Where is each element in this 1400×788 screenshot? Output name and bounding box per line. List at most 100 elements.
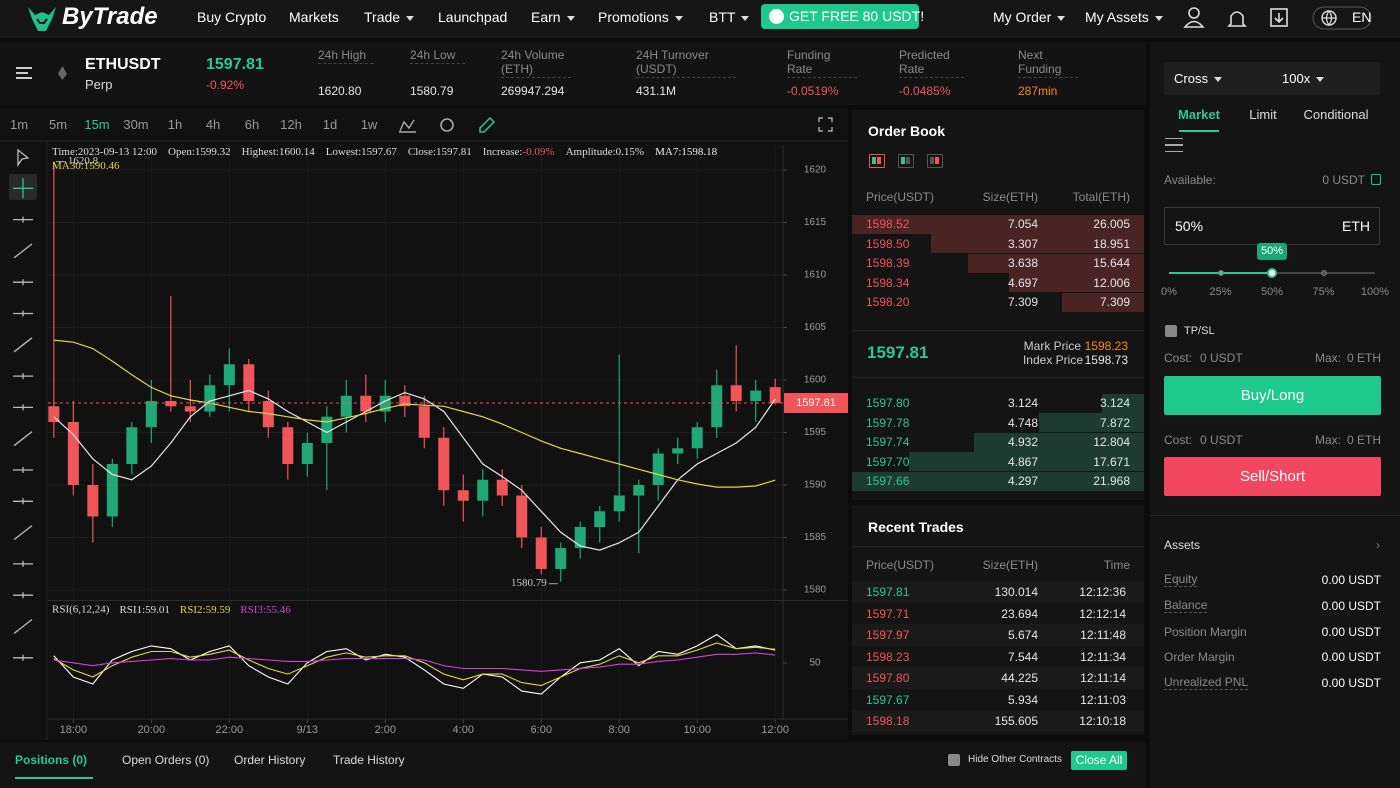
- nav-item[interactable]: Earn: [531, 8, 575, 26]
- high-label: 1620.8: [68, 155, 99, 167]
- wallet-icon[interactable]: [1371, 174, 1381, 185]
- nav-item[interactable]: My Assets: [1085, 8, 1163, 26]
- trade-price: 1597.81: [866, 585, 910, 599]
- trade-price: 1598.18: [866, 714, 910, 728]
- nav-item[interactable]: Promotions: [598, 8, 683, 26]
- max-value: 0 ETH: [1346, 351, 1381, 365]
- nav-item[interactable]: BTT: [709, 8, 750, 26]
- candle-body: [438, 437, 450, 491]
- book-price[interactable]: 1597.78: [866, 415, 910, 430]
- book-price[interactable]: 1597.70: [866, 454, 910, 469]
- book-price[interactable]: 1598.52: [866, 217, 910, 231]
- filter-icon[interactable]: [1165, 138, 1183, 152]
- margin-mode[interactable]: Cross: [1174, 71, 1222, 87]
- y-tick-label: 1605: [804, 322, 827, 333]
- language[interactable]: EN: [1352, 9, 1372, 25]
- menu-icon-mid: [16, 72, 28, 74]
- interval[interactable]: 1h: [167, 117, 183, 132]
- close-all-button[interactable]: Close All: [1071, 751, 1127, 770]
- legend-item: Time:2023-09-13 12:00: [52, 146, 158, 158]
- nav-item[interactable]: Launchpad: [438, 8, 507, 26]
- tool-glyph: [13, 654, 33, 661]
- depth-bar: [1039, 413, 1144, 432]
- book-total: 26.005: [1093, 217, 1130, 231]
- interval[interactable]: 5m: [48, 117, 68, 132]
- slider-mark: 100%: [1360, 286, 1390, 298]
- order-tab[interactable]: Market: [1178, 107, 1220, 122]
- interval[interactable]: 1w: [360, 117, 378, 132]
- col-header: Total(ETH): [1072, 190, 1130, 204]
- bottom-tab[interactable]: Trade History: [333, 753, 405, 767]
- asset-value: 0.00 USDT: [1321, 650, 1381, 665]
- mid-price: 1597.81: [867, 343, 929, 362]
- interval[interactable]: 15m: [84, 117, 110, 132]
- candle-body: [340, 395, 352, 417]
- trade-size: 44.225: [1001, 671, 1038, 685]
- order-tab[interactable]: Conditional: [1303, 107, 1369, 122]
- interval[interactable]: 6h: [244, 117, 260, 132]
- interval[interactable]: 4h: [205, 117, 221, 132]
- book-price[interactable]: 1598.34: [866, 275, 910, 290]
- sell-button[interactable]: Sell/Short: [1164, 457, 1381, 496]
- order-tab[interactable]: Limit: [1249, 107, 1277, 122]
- menu-icon[interactable]: [16, 67, 32, 79]
- active-tab-underline: [1179, 130, 1219, 132]
- stat-value: 431.1M: [636, 84, 677, 98]
- leverage[interactable]: 100x: [1282, 71, 1325, 87]
- book-price[interactable]: 1598.50: [866, 236, 910, 251]
- legend-label: RSI2:: [180, 604, 206, 616]
- row-stripe: [852, 624, 1144, 646]
- legend-item: Lowest:1597.67: [326, 146, 398, 158]
- book-view-toggle[interactable]: [869, 154, 885, 168]
- legend-label: Close:: [408, 146, 436, 158]
- tool-glyph: [13, 498, 33, 505]
- book-price[interactable]: 1597.74: [866, 435, 910, 449]
- mark-price-label: Mark Price: [1023, 339, 1081, 353]
- book-view-toggle[interactable]: [927, 154, 943, 168]
- candle-body: [457, 490, 469, 501]
- interval[interactable]: 1m: [9, 117, 29, 132]
- nav-item[interactable]: Buy Crypto: [197, 8, 266, 26]
- order-form-panel: [1150, 42, 1400, 788]
- book-divider: [852, 377, 1144, 378]
- legend-value: 2023-09-13 12:00: [78, 146, 158, 158]
- trade-price: 1597.67: [866, 692, 910, 707]
- slider-knob[interactable]: [1267, 268, 1277, 278]
- nav-item[interactable]: Trade: [364, 8, 415, 26]
- x-tick-label: 10:00: [683, 724, 711, 736]
- stat-label: Next Funding: [1018, 48, 1078, 78]
- stat-value: -0.0485%: [899, 84, 951, 98]
- interval[interactable]: 30m: [123, 117, 149, 132]
- interval[interactable]: 1d: [322, 117, 338, 132]
- asset-label: Order Margin: [1164, 650, 1235, 665]
- x-tick-label: 22:00: [216, 724, 244, 736]
- nav-item[interactable]: Markets: [289, 8, 339, 26]
- assets-chevron[interactable]: ›: [1376, 538, 1380, 552]
- book-price[interactable]: 1598.20: [866, 295, 910, 309]
- nav-icons[interactable]: [1183, 6, 1383, 32]
- book-price[interactable]: 1597.66: [866, 474, 910, 488]
- hide-checkbox[interactable]: [948, 754, 960, 766]
- nav-item-label: My Assets: [1085, 9, 1149, 25]
- stat-label: 24h Volume (ETH): [501, 48, 571, 78]
- book-view-toggle[interactable]: [898, 154, 914, 168]
- interval[interactable]: 12h: [280, 117, 302, 132]
- book-price[interactable]: 1598.39: [866, 256, 910, 270]
- bottom-tab[interactable]: Positions (0): [15, 753, 88, 767]
- bottom-tab[interactable]: Order History: [234, 753, 306, 767]
- book-price[interactable]: 1597.80: [866, 396, 910, 410]
- legend-value: 59.01: [145, 604, 170, 616]
- nav-item[interactable]: My Order: [993, 8, 1066, 26]
- bottom-tab[interactable]: Open Orders (0): [122, 753, 210, 767]
- tool-glyph: [13, 525, 33, 541]
- cost-label: Cost:: [1164, 351, 1193, 365]
- tpsl-checkbox[interactable]: [1165, 325, 1177, 337]
- promo-button[interactable]: GET FREE 80 USDT!: [761, 4, 924, 29]
- buy-button[interactable]: Buy/Long: [1164, 376, 1381, 415]
- tool-glyph: [13, 310, 33, 317]
- trade-time: 12:12:36: [1079, 585, 1126, 599]
- candle-body: [145, 401, 157, 428]
- dropdown-caret: [1057, 15, 1066, 21]
- stat-value: 1580.79: [410, 84, 454, 98]
- drawing-tool: [13, 618, 33, 635]
